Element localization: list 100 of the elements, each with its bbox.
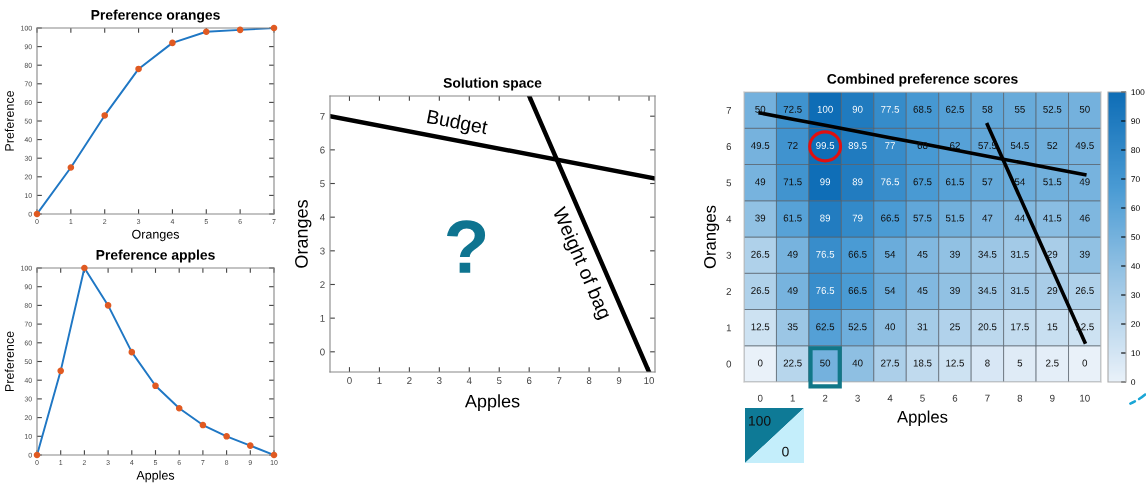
data-label: 58: [982, 105, 993, 113]
data-label: 39: [949, 287, 960, 294]
data-label: 29: [1047, 287, 1058, 294]
chart-title: Combined preference scores: [827, 73, 1018, 87]
data-label: 62: [950, 142, 960, 149]
point: [247, 442, 254, 449]
chart-title: Preference oranges: [91, 9, 220, 23]
data-label: 34.5: [978, 287, 997, 294]
x-tick-label: 8: [586, 377, 592, 384]
data-label: 46: [1079, 214, 1090, 222]
point: [135, 65, 142, 73]
data-label: 52: [1047, 142, 1058, 149]
data-label: 67.5: [913, 178, 932, 186]
data-label: 40: [884, 323, 896, 331]
y-tick-label: 6: [320, 146, 325, 154]
x-tick-label: 3: [437, 377, 442, 384]
data-label: 15: [1047, 323, 1058, 331]
data-label: 27.5: [881, 359, 900, 367]
x-tick-label: 4: [466, 377, 472, 384]
y-axis-title: Preference: [4, 331, 14, 392]
y-tick-label: 0: [320, 348, 325, 356]
data-label: 0: [757, 359, 763, 367]
y-tick-label: 3: [320, 247, 325, 255]
point: [128, 348, 136, 356]
data-label: 50: [755, 105, 766, 113]
data-label: 76.5: [881, 178, 900, 186]
data-label: 49: [787, 250, 798, 258]
data-label: 76.5: [816, 287, 835, 294]
x-axis-title: Apples: [464, 394, 520, 412]
x-tick-label: 7: [556, 377, 562, 384]
data-label: 100: [817, 105, 833, 113]
data-label: 49: [1079, 178, 1090, 186]
data-label: 35: [787, 323, 798, 331]
x-tick-label: 4: [887, 394, 893, 402]
x-axis-title: Oranges: [132, 229, 180, 242]
data-label: 90: [852, 105, 863, 113]
color-bar-label: 90: [1131, 118, 1140, 125]
x-axis-title: Apples: [136, 470, 175, 483]
data-label: 12.5: [946, 359, 965, 367]
x-tick-label: 1: [377, 377, 382, 384]
x-tick-label: 2: [822, 394, 828, 402]
data-label: 12.5: [751, 323, 770, 331]
data-label: 68.5: [913, 105, 932, 113]
data-label: 62.5: [816, 323, 835, 331]
data-label: 0: [1082, 359, 1088, 367]
color-bar-label: 60: [1131, 205, 1140, 212]
data-label: 31.5: [1010, 287, 1029, 294]
data-label: 50: [820, 359, 831, 367]
text: 0: [782, 446, 789, 457]
data-label: 54: [885, 250, 896, 258]
x-tick-label: 0: [347, 377, 352, 384]
y-tick-label: 2: [320, 281, 325, 289]
y-tick-label: 2: [726, 288, 732, 295]
color-bar-label: 30: [1131, 292, 1140, 299]
data-label: 54: [1014, 178, 1025, 186]
color-bar-label: 100: [1131, 89, 1145, 96]
x-tick-label: 5: [496, 377, 502, 384]
chart-title: Preference apples: [96, 249, 215, 263]
data-label: 49: [755, 178, 766, 186]
data-label: 31: [917, 323, 928, 331]
data-label: 99: [820, 178, 831, 186]
y-axis-title: Oranges: [295, 200, 312, 268]
data-label: 76.5: [816, 250, 835, 258]
chart-title: Solution space: [443, 77, 542, 91]
data-label: 71.5: [783, 178, 802, 186]
data-label: 31.5: [1010, 250, 1029, 258]
data-label: 40: [852, 359, 863, 367]
data-label: 26.5: [751, 250, 770, 258]
data-label: 62.5: [945, 105, 965, 113]
y-tick-label: 0: [726, 360, 732, 368]
data-label: 77: [885, 142, 895, 149]
data-label: 89.5: [848, 142, 867, 149]
data-label: 26.5: [1075, 287, 1094, 294]
data-label: 61.5: [945, 178, 965, 186]
x-axis-title: Apples: [897, 410, 948, 427]
y-tick-label: 6: [726, 143, 732, 150]
data-label: 44: [1014, 214, 1025, 222]
data-label: 72: [787, 142, 798, 149]
annotation: ?: [447, 220, 486, 273]
data-label: 72.5: [783, 105, 802, 113]
data-label: 99.5: [816, 142, 835, 149]
data-label: 54: [885, 287, 896, 294]
x-tick-label: 10: [644, 377, 655, 384]
data-label: 49: [787, 287, 798, 294]
data-label: 50: [1079, 105, 1090, 113]
y-tick-label: 7: [726, 106, 732, 114]
data-label: 45: [917, 250, 928, 258]
x-tick-label: 3: [855, 394, 860, 402]
x-tick-label: 0: [757, 394, 763, 402]
data-label: 51.5: [1043, 178, 1062, 186]
color-bar-label: 70: [1131, 176, 1140, 183]
data-label: 49.5: [750, 142, 770, 149]
text: 100: [749, 415, 771, 426]
y-tick-label: 5: [726, 179, 732, 187]
data-label: 39: [949, 250, 960, 258]
data-label: 2.5: [1046, 359, 1059, 367]
point: [101, 112, 109, 119]
color-bar-label: 40: [1131, 263, 1140, 270]
point: [175, 404, 183, 412]
data-label: 66.5: [881, 214, 900, 222]
